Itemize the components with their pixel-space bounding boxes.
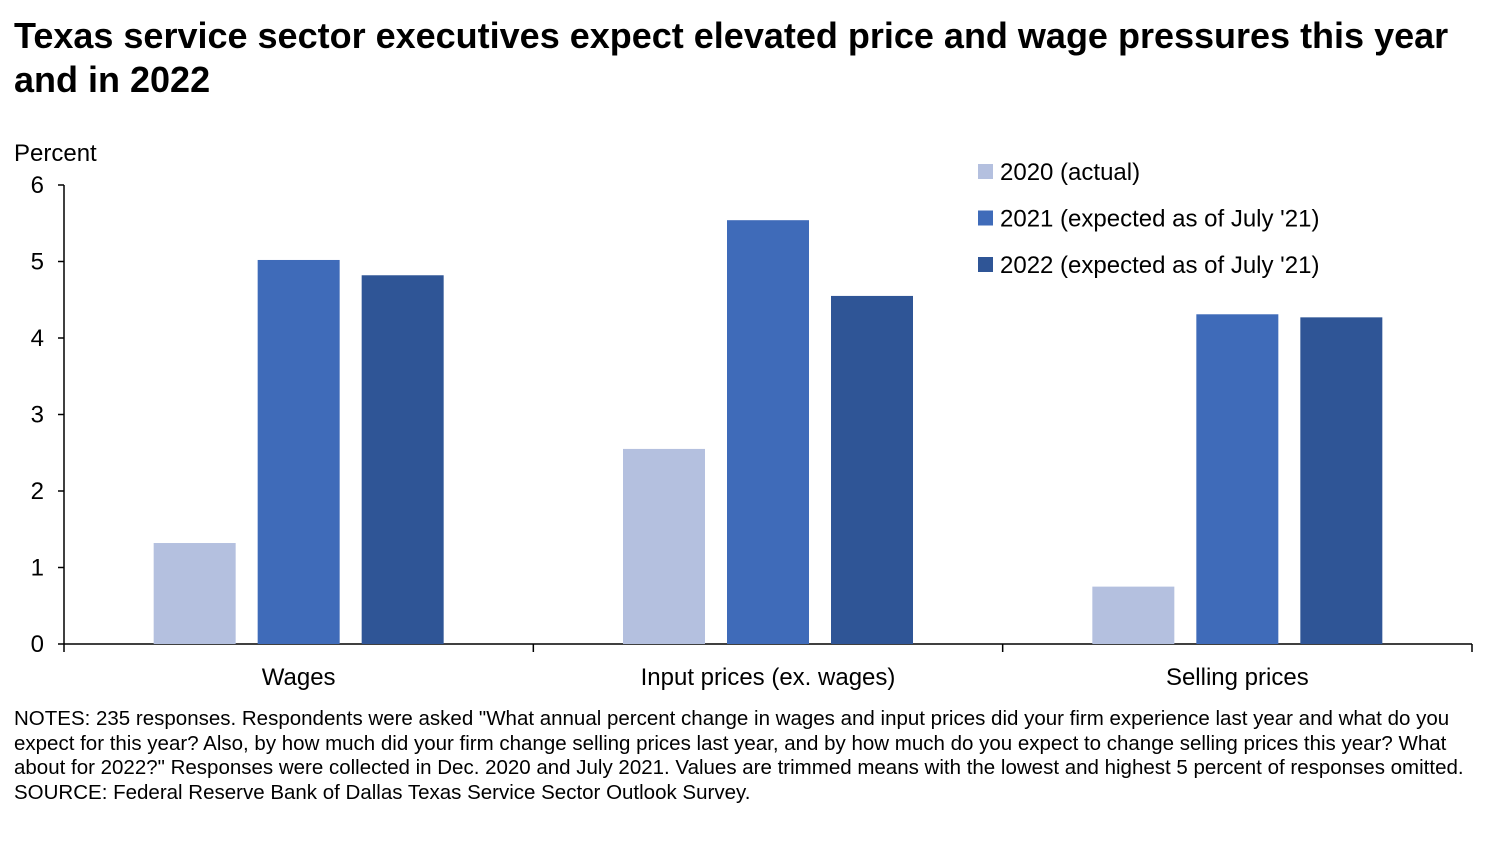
- y-tick-label: 2: [31, 478, 44, 505]
- x-axis: [63, 643, 1473, 652]
- bar-chart: Percent 0 1 2 3 4 5 6 Wages Input prices (ex. w…: [14, 140, 1473, 691]
- bar: [623, 448, 705, 644]
- bar: [257, 259, 340, 644]
- x-tick-label: Wages: [262, 664, 336, 691]
- notes-text: NOTES: 235 responses. Respondents were a…: [14, 707, 1464, 779]
- bar: [361, 275, 444, 644]
- y-tick-label: 4: [31, 325, 44, 352]
- bar: [1196, 314, 1279, 644]
- y-axis: 0 1 2 3 4 5 6: [31, 172, 65, 658]
- legend-label: 2022 (expected as of July '21): [1000, 252, 1319, 279]
- bar: [1300, 317, 1383, 644]
- bar: [727, 220, 809, 644]
- bar: [153, 543, 236, 644]
- y-tick-label: 3: [31, 402, 44, 429]
- y-tick-label: 6: [31, 172, 44, 199]
- y-tick-label: 0: [31, 631, 44, 658]
- legend: 2020 (actual) 2021 (expected as of July '…: [978, 159, 1319, 279]
- legend-label: 2021 (expected as of July '21): [1000, 206, 1319, 233]
- bar: [831, 295, 913, 644]
- legend-swatch: [978, 257, 993, 272]
- x-tick-label: Selling prices: [1166, 664, 1309, 691]
- bars: [153, 220, 1383, 644]
- legend-swatch: [978, 164, 993, 179]
- y-tick-label: 1: [31, 555, 44, 582]
- y-tick-label: 5: [31, 249, 44, 276]
- bar: [1092, 586, 1175, 644]
- chart-title: Texas service sector executives expect e…: [14, 15, 1449, 100]
- legend-label: 2020 (actual): [1000, 159, 1140, 186]
- x-tick-label: Input prices (ex. wages): [641, 664, 896, 691]
- category-labels: Wages Input prices (ex. wages) Selling pri…: [262, 664, 1309, 691]
- legend-swatch: [978, 210, 993, 226]
- y-axis-unit-label: Percent: [14, 140, 97, 167]
- notes-block: NOTES: 235 responses. Respondents were a…: [14, 707, 1484, 805]
- source-text: SOURCE: Federal Reserve Bank of Dallas T…: [14, 780, 751, 804]
